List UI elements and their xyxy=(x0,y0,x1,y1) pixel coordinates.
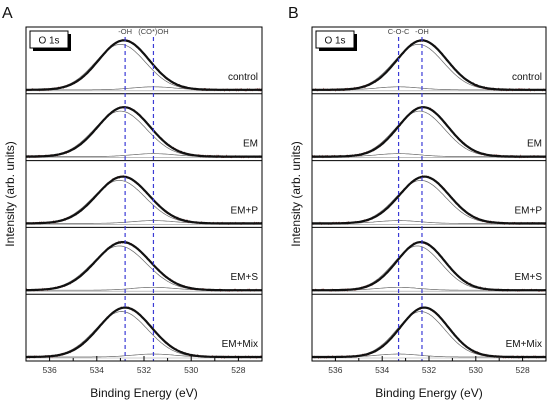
reference-label: (CO*)OH xyxy=(138,27,168,36)
panel-letter: A xyxy=(2,5,13,22)
main-component xyxy=(26,110,262,157)
fit-line xyxy=(26,306,262,359)
series-label: EM+S xyxy=(514,272,542,283)
x-axis-label: Binding Energy (eV) xyxy=(375,386,482,400)
series-em-mix: EM+Mix xyxy=(311,306,547,360)
x-axis-label: Binding Energy (eV) xyxy=(90,386,197,400)
y-axis-label: Intensity (arb. units) xyxy=(289,141,303,246)
series-em-s: EM+S xyxy=(25,240,263,293)
fit-line xyxy=(312,175,546,225)
x-tick-label: 528 xyxy=(516,365,530,375)
x-tick-label: 534 xyxy=(90,365,104,375)
main-component xyxy=(26,180,262,224)
main-component xyxy=(26,43,262,91)
x-tick-label: 530 xyxy=(184,365,198,375)
panel-a: A Intensity (arb. units) Binding Energy (e… xyxy=(2,5,263,400)
series-em-p: EM+P xyxy=(311,174,547,226)
plot-frame xyxy=(311,26,547,362)
main-component xyxy=(26,245,262,291)
reference-label: -OH xyxy=(415,27,429,36)
x-tick-label: 536 xyxy=(43,365,57,375)
main-component xyxy=(312,311,546,358)
fit-line xyxy=(26,39,262,91)
fit-line xyxy=(312,106,546,158)
series-em: EM xyxy=(312,106,547,159)
series-em-mix: EM+Mix xyxy=(25,306,263,360)
fit-line xyxy=(312,39,546,91)
x-tick-label: 536 xyxy=(328,365,342,375)
x-tick-label: 528 xyxy=(231,365,245,375)
fit-line xyxy=(25,106,262,158)
x-tick-label: 532 xyxy=(422,365,436,375)
raw-data-line xyxy=(311,240,547,293)
badge-label: O 1s xyxy=(38,36,59,47)
series-em: EM xyxy=(25,106,263,159)
fit-line xyxy=(26,241,262,292)
raw-data-line xyxy=(25,306,263,360)
fit-line xyxy=(312,306,546,359)
series-control: control xyxy=(311,39,547,92)
main-component xyxy=(312,245,546,291)
x-tick-label: 530 xyxy=(469,365,483,375)
y-axis-label: Intensity (arb. units) xyxy=(3,141,17,246)
series-label: control xyxy=(228,72,258,83)
raw-data-line xyxy=(25,106,263,159)
panel-b: B Intensity (arb. units) Binding Energy (e… xyxy=(288,5,547,400)
reference-label: -OH xyxy=(118,27,132,36)
series-label: EM+P xyxy=(514,205,542,216)
fit-line xyxy=(25,175,262,225)
badge-box xyxy=(29,30,69,49)
main-component xyxy=(312,110,546,157)
raw-data-line xyxy=(25,175,263,226)
reference-label: C-O-C xyxy=(388,27,410,36)
series-label: EM+P xyxy=(230,205,258,216)
series-label: EM+Mix xyxy=(506,339,542,350)
series-label: EM xyxy=(527,139,542,150)
main-component xyxy=(312,180,546,224)
series-label: EM+Mix xyxy=(222,339,258,350)
series-label: control xyxy=(512,72,542,83)
plot-frame xyxy=(25,26,263,362)
series-label: EM xyxy=(243,139,258,150)
badge-box xyxy=(315,30,355,49)
raw-data-line xyxy=(25,240,263,293)
x-tick-label: 534 xyxy=(375,365,389,375)
series-control: control xyxy=(25,38,263,92)
series-em-p: EM+P xyxy=(25,175,263,226)
fit-line xyxy=(312,240,546,292)
badge-label: O 1s xyxy=(324,36,345,47)
main-component xyxy=(312,43,546,91)
series-label: EM+S xyxy=(230,272,258,283)
panel-letter: B xyxy=(288,5,299,22)
x-tick-label: 532 xyxy=(137,365,151,375)
series-em-s: EM+S xyxy=(311,240,547,293)
